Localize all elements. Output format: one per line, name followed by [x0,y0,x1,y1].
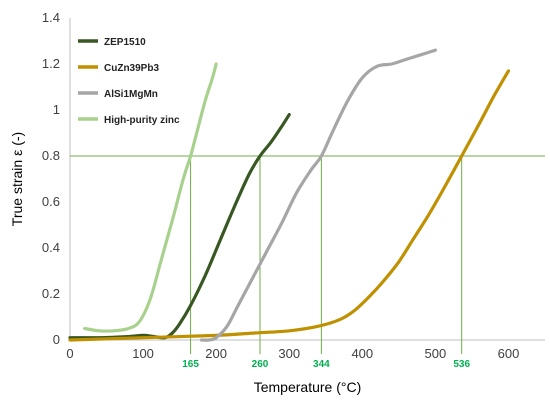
legend-label: High-purity zinc [104,115,180,126]
series-line-high-purity-zinc [83,62,218,333]
series-line-alsi1mgmn [199,48,437,342]
y-tick-label: 0.2 [42,286,60,301]
legend-label: ZEP1510 [104,37,146,48]
reference-lines [70,155,545,354]
y-tick-label: 1 [53,102,60,117]
x-tick-label: 300 [278,346,300,361]
x-tick-label: 200 [205,346,227,361]
y-axis-ticks: 0 0.2 0.4 0.6 0.8 1 1.2 1.4 [42,10,60,347]
series-line-cuzn39pb3 [68,69,511,342]
x-tick-label: 0 [66,346,73,361]
y-tick-label: 1.4 [42,10,60,25]
x-axis-title: Temperature (°C) [254,379,362,395]
annotation-label: 536 [453,359,470,370]
legend-label: CuZn39Pb3 [104,63,159,74]
series-line-zep1510 [68,113,291,340]
x-tick-label: 100 [132,346,154,361]
y-axis-title: True strain ε (-) [9,132,25,226]
legend: ZEP1510 CuZn39Pb3 AlSi1MgMn High-purity zin… [78,37,180,126]
x-tick-label: 500 [425,346,447,361]
x-tick-label: 400 [351,346,373,361]
legend-label: AlSi1MgMn [104,89,158,100]
x-axis-ticks: 0 100 200 300 400 500 600 [66,346,519,361]
annotation-label: 260 [252,359,269,370]
series-lines [68,48,511,342]
y-tick-label: 0 [53,332,60,347]
y-tick-label: 0.8 [42,148,60,163]
plot-area [69,18,545,341]
y-tick-label: 1.2 [42,56,60,71]
annotation-labels: 165 260 344 536 [182,359,470,370]
y-tick-label: 0.6 [42,194,60,209]
annotation-label: 344 [313,359,330,370]
y-tick-label: 0.4 [42,240,60,255]
annotation-label: 165 [182,359,199,370]
x-tick-label: 600 [498,346,520,361]
